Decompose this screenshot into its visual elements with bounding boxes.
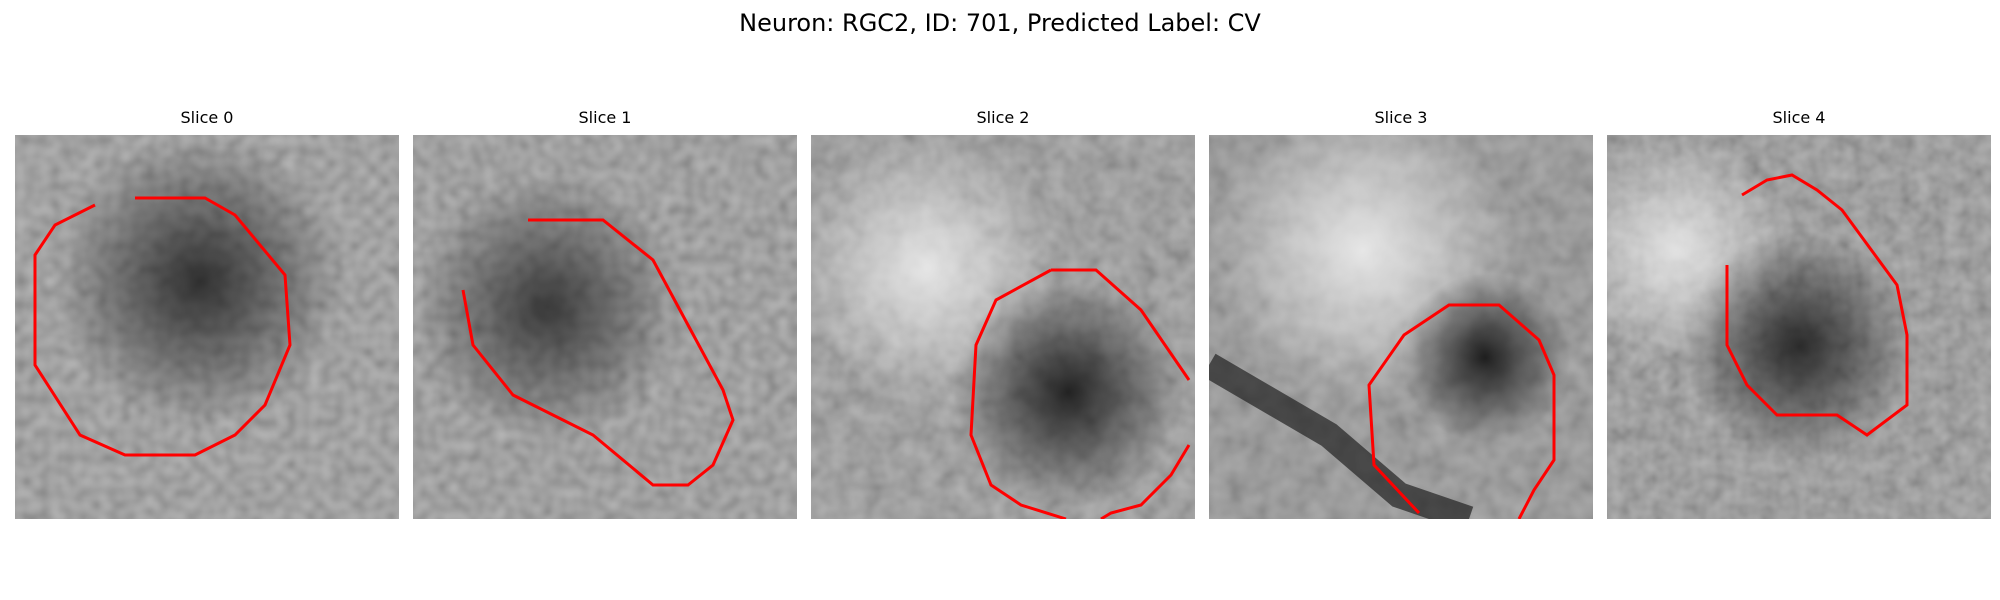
contour-line (969, 268, 1067, 519)
contour-line (1051, 268, 1191, 381)
slice-title-4: Slice 4 (1772, 108, 1826, 127)
figure-title: Neuron: RGC2, ID: 701, Predicted Label: … (739, 9, 1261, 37)
slice-panel-2: Slice 2 (811, 108, 1195, 519)
contour-line (33, 196, 292, 457)
slice-panel-0: Slice 0 (15, 108, 399, 519)
slice-image-2 (811, 135, 1195, 519)
slice-panel-1: Slice 1 (413, 108, 797, 519)
slice-title-2: Slice 2 (976, 108, 1030, 127)
slice-title-0: Slice 0 (180, 108, 234, 127)
slice-panel-4: Slice 4 (1607, 108, 1991, 519)
contour-line (461, 218, 735, 487)
slice-title-3: Slice 3 (1374, 108, 1428, 127)
slice-panel-3: Slice 3 (1209, 108, 1593, 519)
contour-line (1100, 444, 1191, 519)
slice-image-4 (1607, 135, 1991, 519)
slice-image-3 (1209, 135, 1593, 519)
contour-line (1367, 303, 1556, 519)
dark-streak (1209, 353, 1474, 519)
contour-line (1725, 173, 1909, 437)
slice-title-1: Slice 1 (578, 108, 632, 127)
slice-image-1 (413, 135, 797, 519)
slice-image-0 (15, 135, 399, 519)
